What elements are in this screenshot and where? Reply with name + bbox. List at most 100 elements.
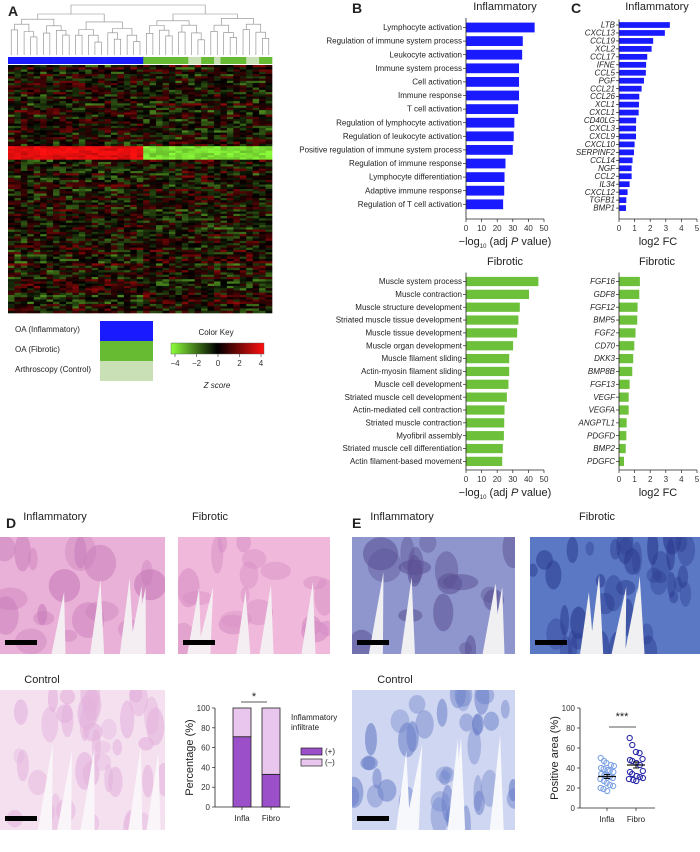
heatmap-cell [33, 279, 41, 282]
heatmap-cell [149, 272, 157, 275]
heatmap-cell [259, 299, 266, 303]
x-tick-label: 3 [664, 224, 669, 233]
bar [619, 125, 637, 132]
heatmap-cell [168, 177, 176, 181]
heatmap-cell [27, 67, 35, 70]
heatmap-cell [156, 101, 163, 104]
heatmap-cell [239, 281, 247, 284]
heatmap-cell [59, 186, 67, 190]
heatmap-cell [27, 182, 35, 185]
heatmap-cell [46, 110, 54, 113]
heatmap-cell [259, 283, 266, 287]
bar [619, 133, 637, 140]
data-point [626, 734, 633, 742]
heatmap-cell [201, 89, 208, 93]
heatmap-cell [162, 222, 170, 226]
heatmap-cell [98, 92, 105, 95]
heatmap-cell [233, 123, 241, 127]
z-tick-label: 0 [216, 359, 221, 368]
heatmap-cell [40, 128, 47, 131]
heatmap-cell [239, 92, 247, 95]
heatmap-cell [91, 227, 99, 230]
heatmap-cell [91, 294, 99, 298]
heatmap-cell [72, 139, 80, 142]
bar [466, 315, 519, 325]
heatmap-cell [175, 222, 183, 226]
heatmap-cell [136, 202, 144, 206]
heatmap-cell [85, 200, 93, 203]
heatmap-cell [246, 159, 253, 163]
heatmap-cell [214, 193, 221, 197]
heatmap-cell [226, 92, 234, 95]
category-label: SERPINF2 [576, 148, 616, 157]
heatmap-cell [111, 202, 118, 206]
heatmap-cell [20, 125, 28, 129]
dendrogram-branch [172, 13, 238, 21]
heatmap-cell [33, 71, 41, 75]
heatmap-cell [175, 234, 183, 237]
heatmap-cell [265, 179, 273, 183]
heatmap-cell [91, 134, 99, 138]
heatmap-cell [168, 116, 176, 120]
heatmap-cell [53, 179, 60, 183]
heatmap-cell [33, 74, 41, 77]
heatmap-cell [91, 125, 99, 129]
heatmap-cell [259, 220, 266, 224]
heatmap-cell [265, 263, 273, 266]
category-label: Regulation of immune system process [326, 37, 462, 46]
heatmap-cell [85, 272, 93, 275]
heatmap-cell [143, 110, 150, 113]
heatmap-cell [20, 170, 28, 174]
heatmap-cell [130, 288, 138, 291]
heatmap-cell [40, 143, 47, 147]
heatmap-cell [91, 225, 99, 228]
heatmap-cell [201, 252, 208, 255]
heatmap-cell [201, 166, 208, 170]
heatmap-cell [46, 222, 54, 226]
heatmap-cell [168, 272, 176, 275]
heatmap-cell [246, 119, 253, 122]
y-tick-label: 40 [566, 764, 575, 773]
heatmap-cell [175, 186, 183, 190]
heatmap-cell [175, 161, 183, 165]
heatmap-cell [201, 123, 208, 127]
heatmap-cell [259, 193, 266, 197]
heatmap-cell [59, 177, 67, 181]
heatmap-cell [65, 207, 73, 210]
heatmap-cell [226, 236, 234, 239]
heatmap-cell [14, 243, 22, 246]
heatmap-cell [162, 299, 170, 303]
heatmap-cell [40, 258, 47, 262]
heatmap-cell [194, 65, 202, 68]
heatmap-cell [33, 256, 41, 260]
heatmap-cell [117, 245, 125, 248]
heatmap-cell [149, 92, 157, 95]
heatmap-cell [14, 121, 22, 124]
heatmap-cell [168, 265, 176, 269]
heatmap-cell [214, 288, 221, 291]
heatmap-cell [78, 297, 86, 300]
x-tick-label: 5 [695, 224, 700, 233]
heatmap-cell [259, 227, 266, 230]
heatmap-cell [181, 132, 189, 136]
heatmap-cell [72, 231, 80, 235]
category-label: XCL1 [594, 100, 615, 109]
heatmap-cell [252, 195, 260, 199]
heatmap-cell [265, 294, 273, 298]
heatmap-cell [201, 243, 208, 246]
heatmap-cell [72, 159, 80, 163]
heatmap-cell [53, 303, 60, 307]
heatmap-cell [14, 238, 22, 242]
heatmap-cell [72, 105, 80, 109]
bar [619, 431, 627, 441]
heatmap-cell [72, 71, 80, 75]
heatmap-cell [233, 254, 241, 257]
heatmap-cell [65, 74, 73, 77]
heatmap-cell [246, 76, 253, 79]
sample-group-bar [220, 57, 228, 64]
heatmap-cell [59, 150, 67, 154]
heatmap-cell [85, 116, 93, 120]
heatmap-cell [111, 249, 118, 253]
heatmap-cell [117, 274, 125, 278]
heatmap-cell [40, 202, 47, 206]
